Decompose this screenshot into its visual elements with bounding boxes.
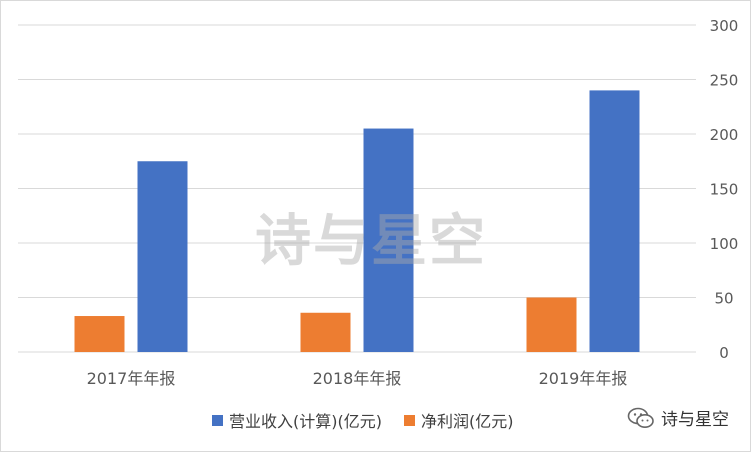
bar (137, 161, 188, 352)
legend-item-profit: 净利润(亿元) (403, 408, 514, 432)
watermark-text: 诗与星空 (255, 209, 487, 274)
wechat-icon (627, 407, 654, 428)
y-tick-label: 0 (719, 344, 729, 362)
y-tick-labels: 0 50 100 150 200 250 300 (710, 17, 739, 362)
bar (589, 90, 640, 353)
x-tick-labels: 2017年年报 2018年年报 2019年年报 (87, 369, 628, 388)
x-tick-label: 2019年年报 (539, 369, 628, 388)
x-tick-label: 2018年年报 (313, 369, 402, 388)
legend-swatch-profit (403, 414, 415, 426)
legend: 营业收入(计算)(亿元) 净利润(亿元) (212, 408, 535, 432)
y-tick-label: 150 (710, 181, 739, 199)
legend-label-revenue: 营业收入(计算)(亿元) (229, 412, 382, 431)
legend-label-profit: 净利润(亿元) (420, 412, 514, 431)
wechat-watermark: 诗与星空 (627, 405, 729, 430)
y-tick-label: 100 (710, 235, 739, 253)
bars (74, 90, 640, 353)
gridlines (18, 24, 696, 353)
y-tick-label: 50 (714, 290, 733, 308)
bar (526, 297, 577, 352)
bar (300, 312, 351, 352)
legend-item-revenue: 营业收入(计算)(亿元) (212, 408, 382, 432)
bar (363, 128, 414, 352)
bar (74, 316, 125, 352)
wechat-label: 诗与星空 (661, 410, 729, 430)
y-tick-label: 300 (710, 17, 739, 35)
y-tick-label: 200 (710, 126, 739, 144)
x-tick-label: 2017年年报 (87, 369, 176, 388)
y-tick-label: 250 (710, 72, 739, 90)
legend-swatch-revenue (212, 414, 223, 426)
